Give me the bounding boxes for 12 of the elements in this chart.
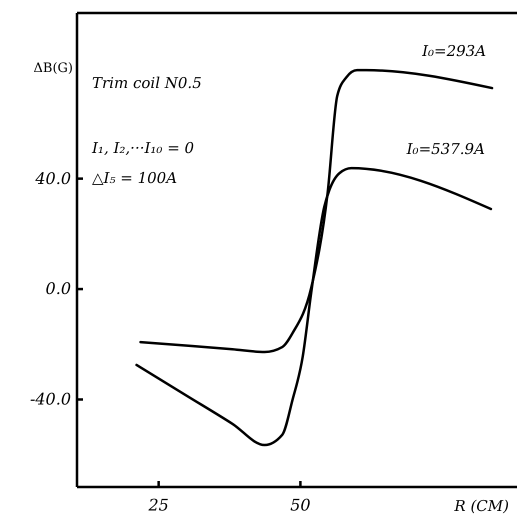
y-tick-label: 40.0 — [34, 168, 71, 188]
series-label: I₀=293A — [421, 42, 486, 60]
x-tick-label: 25 — [147, 495, 169, 514]
x-tick-label: 50 — [290, 495, 311, 514]
y-tick-label: 0.0 — [46, 279, 71, 298]
x-axis-title: R (CM) — [453, 497, 510, 515]
series-label: I₀=537.9A — [406, 140, 486, 158]
annotation: △I₅ = 100A — [92, 169, 178, 187]
y-tick-label: -40.0 — [30, 390, 71, 409]
annotation: I₁, I₂,···I₁₀ = 0 — [91, 139, 195, 157]
annotation: Trim coil N0.5 — [92, 74, 202, 92]
y-axis-title: ΔB(G) — [34, 61, 73, 76]
